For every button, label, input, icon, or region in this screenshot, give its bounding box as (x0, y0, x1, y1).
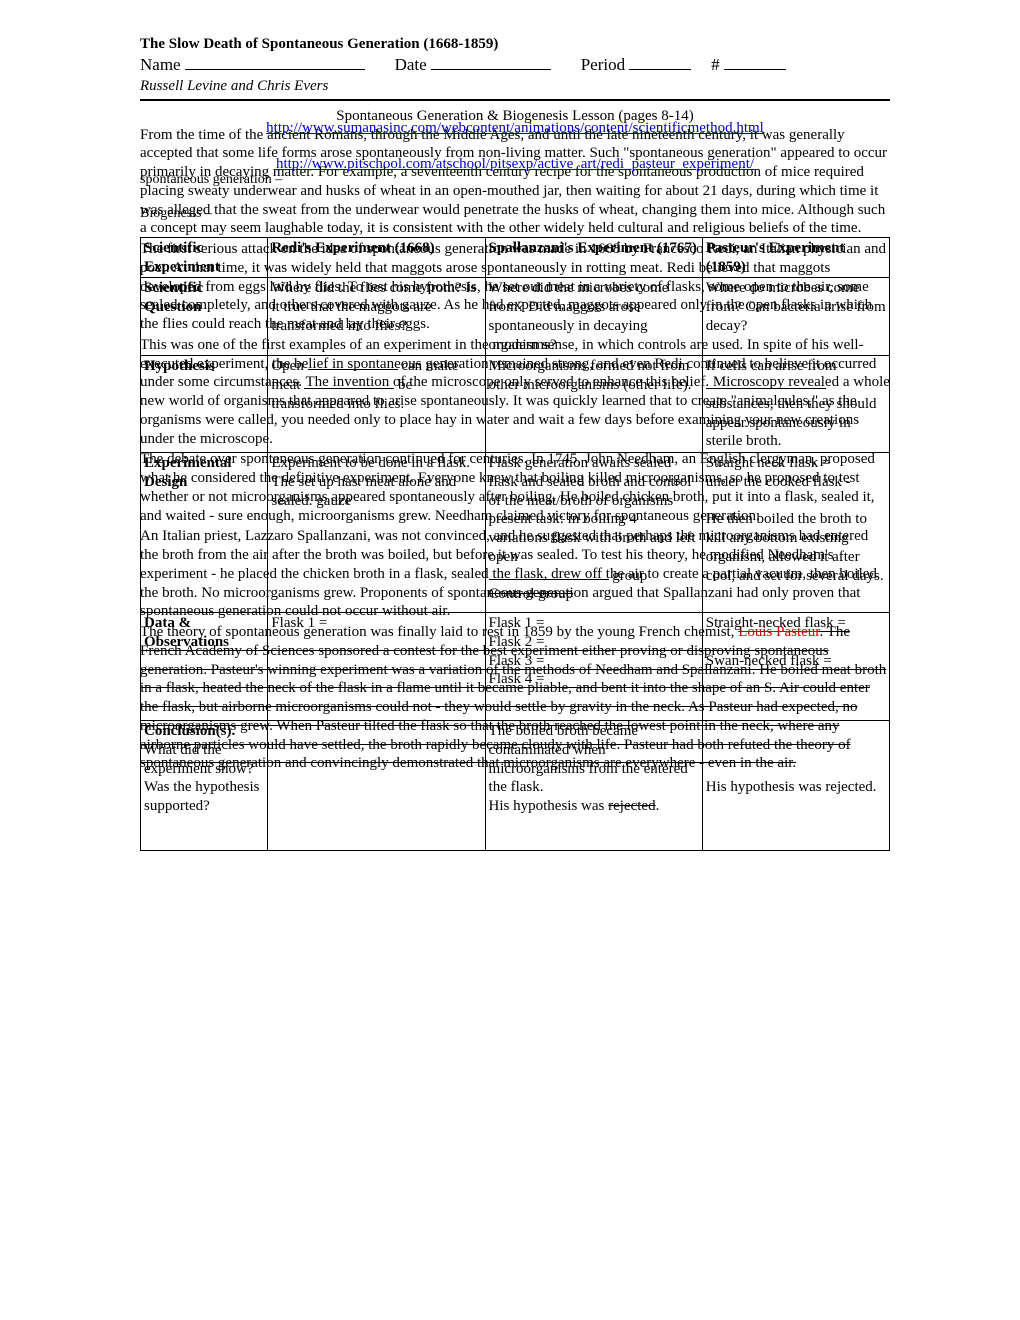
table-header-row: Scientific Experiment Redi's Experiment … (141, 237, 890, 278)
conc-spall-rej: rejected (608, 798, 655, 814)
obs-redi-flask1: Flask 1 = (271, 615, 327, 631)
cell-redi-design: Experiment to be done in a flask. The se… (268, 453, 485, 613)
cell-spall-design: Flask generation awaits sealed flask and… (485, 453, 702, 613)
cell-conclusion-label: Conclusion(s). What did the experiment s… (141, 721, 268, 851)
cell-pasteur-q: Where do microbes come from? Can bacteri… (702, 278, 889, 356)
num-label: # (711, 54, 720, 75)
label-observations: Data & Observations (144, 615, 229, 650)
design-past-1: Straight neck flask = (706, 455, 831, 471)
obs-spall-f2: Flask 2 = (489, 634, 545, 650)
cell-redi-q: Where did the flies come from? Is it tru… (268, 278, 485, 356)
cell-redi-obs: Flask 1 = (268, 613, 485, 721)
authors: Russell Levine and Chris Evers (140, 77, 890, 96)
cell-redi-conc (268, 721, 485, 851)
row-observations: Data & Observations Flask 1 = Flask 1 = … (141, 613, 890, 721)
hyp-redi-5: transformed into flies. (271, 396, 404, 412)
body-stack: Spontaneous Generation & Biogenesis Less… (140, 105, 890, 1205)
pasteur-experiment-link[interactable]: http://www.pitschool.com/atschool/pitsex… (276, 156, 754, 172)
cell-redi-hyp: Open can make meat be transformed into f… (268, 356, 485, 453)
conc-spall-1: The boiled broth became contaminated whe… (489, 723, 688, 795)
hyp-past-2: substances, (706, 396, 778, 412)
th-redi: Redi's Experiment (1668) (268, 237, 485, 278)
obs-spall-f1: Flask 1 = (489, 615, 545, 631)
conc-past: His hypothesis was rejected. (706, 779, 877, 795)
biogenesis-label: Biogenesis – (140, 206, 212, 221)
scientific-method-link[interactable]: http://www.sumanasinc.com/webcontent/ani… (266, 120, 764, 136)
period-label: Period (581, 54, 625, 75)
blank-4[interactable] (489, 579, 609, 580)
name-label: Name (140, 54, 181, 75)
label-design: Experimental Design (144, 455, 232, 490)
th-scientific: Scientific Experiment (141, 237, 268, 278)
experiment-table: Scientific Experiment Redi's Experiment … (140, 237, 890, 851)
obs-past-swan: Swan-necked flask = (706, 653, 832, 669)
row-conclusion: Conclusion(s). What did the experiment s… (141, 721, 890, 851)
cell-pasteur-hyp: If cells can arise from substances, then… (702, 356, 889, 453)
label-conclusion: Conclusion(s). (144, 723, 235, 739)
hyp-redi-3: meat (271, 377, 304, 393)
date-field[interactable] (431, 69, 551, 70)
cell-pasteur-conc: His hypothesis was rejected. (702, 721, 889, 851)
header-rule (140, 99, 890, 101)
blank-2[interactable] (304, 388, 394, 389)
hyp-redi-2: can make (401, 358, 458, 374)
blank-3[interactable] (706, 388, 826, 389)
date-label: Date (395, 54, 427, 75)
cell-spall-conc: The boiled broth became contaminated whe… (485, 721, 702, 851)
label-conclusion-sub: What did the experiment show? Was the hy… (144, 742, 259, 814)
hyp-redi-4: be (398, 377, 412, 393)
th-pasteur: Pasteur's Experiment (1859) (702, 237, 889, 278)
label-hypothesis: Hypothesis (144, 358, 215, 374)
obs-spall-f4: Flask 4 = (489, 671, 545, 687)
control-group-struck: Control group (489, 586, 574, 602)
hyp-past-1: If cells can arise from (706, 358, 837, 374)
blank-1[interactable] (308, 369, 398, 370)
cell-spall-hyp: Microorganisms formed not from other mic… (485, 356, 702, 453)
row-question: Scientific Question Where did the flies … (141, 278, 890, 356)
label-question: Scientific Question (144, 280, 203, 315)
cell-pasteur-obs: Straight-necked flask = Swan-necked flas… (702, 613, 889, 721)
cell-pasteur-design: Straight neck flask = under the cooked f… (702, 453, 889, 613)
cell-spall-q: Where did the microbes come from? Did ma… (485, 278, 702, 356)
worksheet-title: The Slow Death of Spontaneous Generation… (140, 35, 890, 54)
row-hypothesis: Hypothesis Open can make meat be transfo… (141, 356, 890, 453)
obs-spall-f3: Flask 3 = (489, 653, 545, 669)
name-field[interactable] (185, 69, 365, 70)
num-field[interactable] (724, 69, 786, 70)
design-past-2: under the cooked flask - (706, 474, 851, 490)
design-spall-group: group (612, 568, 647, 584)
header-fields: Name Date Period # (140, 54, 890, 75)
design-spall-1: Flask generation awaits sealed flask and… (489, 455, 696, 565)
hyp-redi-1: Open (271, 358, 307, 374)
worksheet-header: The Slow Death of Spontaneous Generation… (140, 35, 890, 101)
design-past-3: He then boiled the broth to kill any bot… (706, 511, 884, 583)
cell-spall-obs: Flask 1 = Flask 2 = Flask 3 = Flask 4 = (485, 613, 702, 721)
spontaneous-gen-label: spontaneous generation – (140, 172, 282, 187)
row-design: Experimental Design Experiment to be don… (141, 453, 890, 613)
th-spallanzani: Spallanzani's Experiment (1767) (485, 237, 702, 278)
period-field[interactable] (629, 69, 691, 70)
obs-past-straight: Straight-necked flask = (706, 615, 846, 631)
conc-spall-2: His hypothesis was (489, 798, 605, 814)
